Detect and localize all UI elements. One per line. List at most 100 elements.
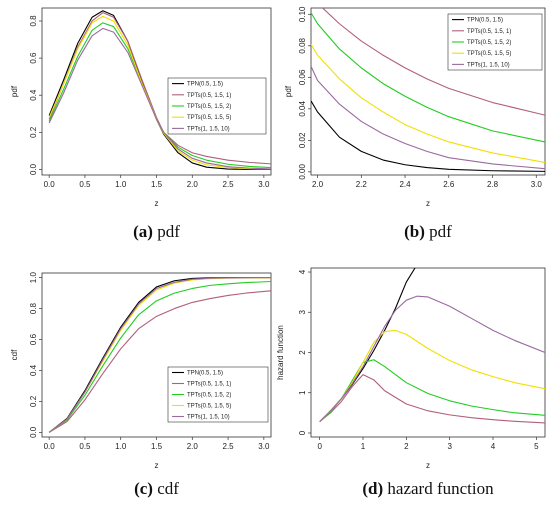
y-axis-label: hazard function [276,325,285,380]
y-tick-label: 0.6 [29,52,38,64]
panel-c: 0.0 0.5 1.0 1.5 2.0 2.5 3.0 0.0 0.2 0.4 0.6 0.8 1.0 z… [10,272,272,498]
legend-entry: TPTs(0.5, 1.5, 1) [187,382,231,388]
series-line-tpts2 [319,359,545,423]
caption-text: hazard function [383,479,494,498]
caption-text: pdf [425,222,452,241]
x-tick-label: 0.5 [79,180,91,189]
series-line-tpn [311,100,545,172]
x-tick-label: 0 [317,442,322,451]
y-tick-label: 2 [298,350,307,355]
x-axis-label: z [426,199,430,208]
x-tick-label: 4 [491,442,496,451]
x-tick-label: 2.4 [399,180,411,189]
series-line-tpts10 [319,295,545,423]
legend: TPN(0.5, 1.5) TPTs(0.5, 1.5, 1) TPTs(0.5, … [167,77,267,135]
legend-entry: TPTs(0.5, 1.5, 2) [187,393,231,399]
caption-text: pdf [153,222,180,241]
y-tick-label: 0.8 [29,15,38,27]
x-tick-label: 3 [447,442,452,451]
y-axis-label: pdf [284,85,293,97]
x-tick-label: 1.5 [151,442,163,451]
y-axis-label: cdf [10,349,19,360]
series-line-tpts10 [311,66,545,170]
series-line-tpts5 [319,329,545,423]
series-line-tpts1 [321,8,545,116]
x-tick-label: 0.0 [44,180,56,189]
panel-a: 0.0 0.5 1.0 1.5 2.0 2.5 3.0 0.0 0.2 0.4 0.6 0.8 z pdf… [10,7,272,241]
x-tick-label: 0.0 [44,442,56,451]
panel-caption: (c) cdf [134,479,179,498]
y-tick-label: 0.06 [298,69,307,85]
x-tick-label: 1.0 [115,442,127,451]
caption-letter: (c) [134,479,153,498]
y-tick-label: 4 [298,269,307,274]
x-tick-label: 5 [534,442,539,451]
y-tick-label: 0.08 [298,37,307,53]
panel-b: 2.0 2.2 2.4 2.6 2.8 3.0 0.00 0.02 0.04 0.06 0.08 0.… [284,6,546,241]
x-tick-label: 2.2 [356,180,368,189]
legend: TPN(0.5, 1.5) TPTs(0.5, 1.5, 1) TPTs(0.5, … [167,366,269,423]
legend-entry: TPTs(0.5, 1.5, 5) [187,404,231,410]
plot-frame [310,7,546,176]
y-tick-label: 0.10 [298,6,307,22]
legend-entry: TPN(0.5, 1.5) [467,18,503,24]
x-tick-label: 2.5 [223,442,235,451]
y-tick-label: 0.6 [29,333,38,345]
y-axis-label: pdf [10,85,19,97]
y-tick-label: 0.2 [29,395,38,407]
panel-caption: (a) pdf [133,222,180,241]
x-axis-label: z [155,461,159,470]
series-line-tpts10 [48,277,271,433]
series-line-tpts1 [319,374,545,424]
x-axis-label: z [155,199,159,208]
x-tick-label: 2 [404,442,409,451]
y-tick-label: 0.8 [29,302,38,314]
panel-caption: (b) pdf [404,222,452,241]
series-line-tpts1 [48,290,271,433]
x-axis-label: z [426,461,430,470]
caption-letter: (a) [133,222,153,241]
x-tick-label: 3.0 [531,180,543,189]
y-tick-label: 0.2 [29,126,38,138]
caption-letter: (b) [404,222,425,241]
legend-entry: TPTs(1, 1.5, 10) [187,126,230,132]
y-tick-label: 0.4 [29,364,38,376]
series-line-tpts2 [311,12,545,143]
series-line-tpts5 [311,43,545,163]
x-tick-label: 0.5 [79,442,91,451]
x-tick-label: 1.5 [151,180,163,189]
legend-entry: TPTs(0.5, 1.5, 5) [467,51,511,57]
y-tick-label: 1 [298,390,307,395]
legend-box [167,366,269,423]
x-tick-label: 1 [361,442,366,451]
y-tick-label: 0.0 [29,426,38,438]
legend-entry: TPTs(0.5, 1.5, 1) [467,29,511,35]
x-tick-label: 2.0 [187,180,199,189]
y-tick-label: 3 [298,309,307,314]
caption-letter: (d) [362,479,383,498]
caption-text: cdf [153,479,179,498]
series-line-tpn [319,268,416,423]
legend-entry: TPTs(0.5, 1.5, 1) [187,93,231,99]
legend-entry: TPN(0.5, 1.5) [187,371,223,377]
legend-entry: TPN(0.5, 1.5) [187,82,223,88]
series-line-tpts1 [48,12,271,165]
x-tick-label: 3.0 [258,442,270,451]
x-tick-label: 2.0 [312,180,324,189]
x-tick-label: 1.0 [115,180,127,189]
legend-box [167,77,267,135]
x-tick-label: 3.0 [258,180,270,189]
y-tick-label: 0.4 [29,89,38,101]
legend-entry: TPTs(1, 1.5, 10) [187,415,230,421]
x-tick-label: 2.6 [443,180,455,189]
series-line-tpts2 [48,280,271,433]
x-tick-label: 2.5 [223,180,235,189]
y-tick-label: 0.00 [298,164,307,180]
y-tick-label: 0.0 [29,163,38,175]
y-tick-label: 1.0 [29,272,38,284]
legend-entry: TPTs(1, 1.5, 10) [467,62,510,68]
legend-entry: TPTs(0.5, 1.5, 5) [187,115,231,121]
legend-entry: TPTs(0.5, 1.5, 2) [467,40,511,46]
